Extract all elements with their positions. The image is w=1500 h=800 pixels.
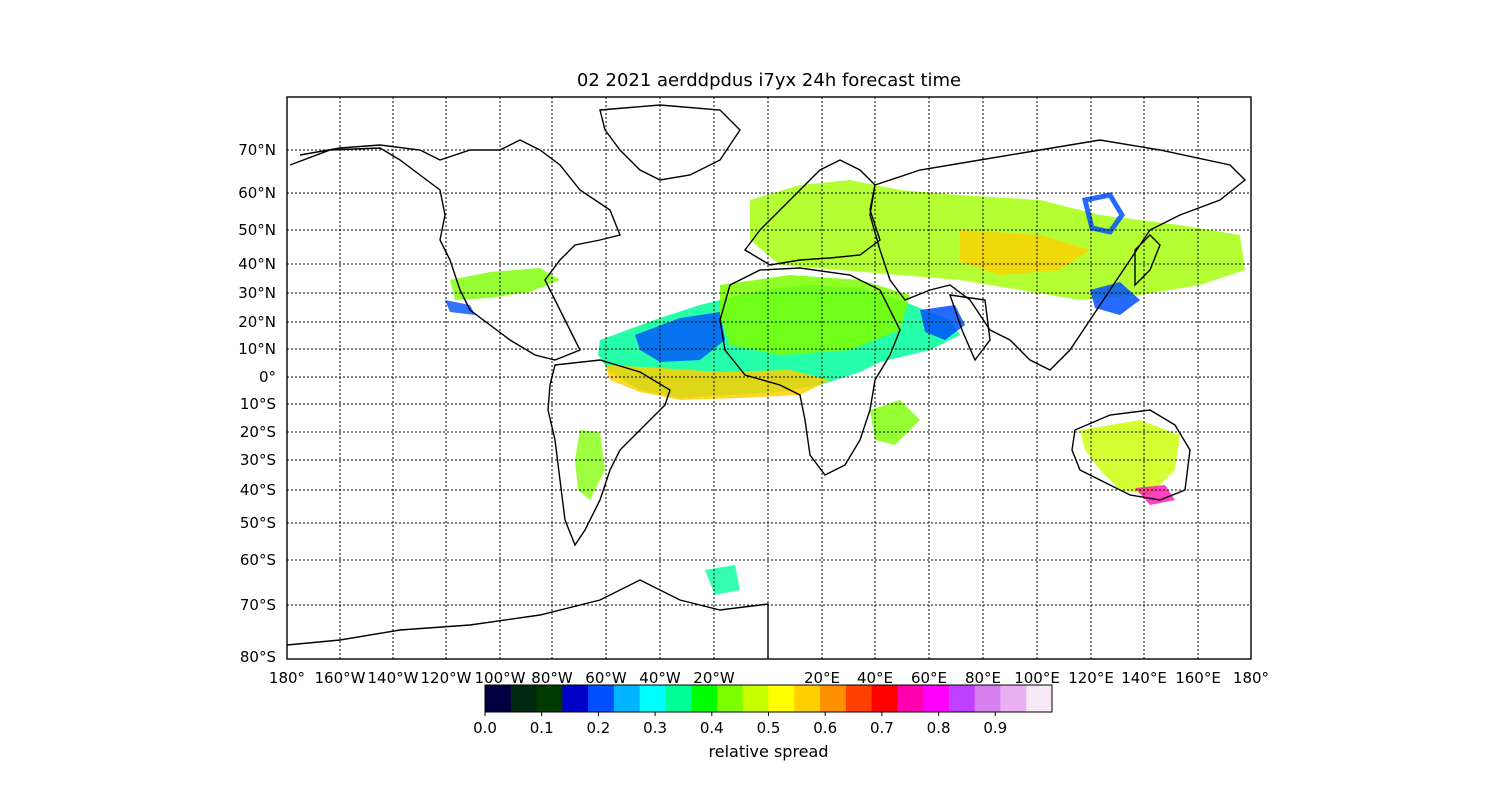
lat-tick-label: 20°N xyxy=(238,313,276,331)
latitude-labels: 70°N 60°N 50°N 40°N 30°N 20°N 10°N 0° 10°S 20°S 30… xyxy=(238,141,276,666)
africa-coast xyxy=(719,267,901,476)
south-america-coast xyxy=(547,359,671,547)
graticule xyxy=(287,97,1251,659)
lat-tick-label: 70°S xyxy=(240,596,276,614)
greenland-coast xyxy=(599,104,741,181)
colorbar-swatch xyxy=(768,685,795,712)
colorbar: 0.0 0.1 0.2 0.3 0.4 0.5 0.6 0.7 0.8 0.9 xyxy=(473,684,1053,737)
antarctica-coast xyxy=(287,579,769,659)
lat-tick-label: 60°N xyxy=(238,184,276,202)
colorbar-swatch xyxy=(562,685,589,712)
colorbar-label: relative spread xyxy=(708,742,829,761)
colorbar-swatch xyxy=(923,685,950,712)
longitude-labels: 180° 160°W 140°W 120°W 100°W 80°W 60°W 40°W 20°W… xyxy=(269,669,1269,687)
colorbar-tick-label: 0.0 xyxy=(473,719,497,737)
lat-tick-label: 20°S xyxy=(240,423,276,441)
colorbar-swatch xyxy=(510,685,538,712)
atlantic-blue-core xyxy=(635,312,725,362)
colorbar-swatch xyxy=(588,685,615,712)
colorbar-swatch xyxy=(974,685,1001,712)
lat-tick-label: 60°S xyxy=(240,551,276,569)
colorbar-tick-label: 0.4 xyxy=(700,719,724,737)
east-africa-patch xyxy=(870,400,920,445)
lon-tick-label: 20°W xyxy=(693,669,735,687)
antarctic-patch xyxy=(705,565,740,595)
map-frame xyxy=(286,96,1252,660)
lat-tick-label: 40°S xyxy=(240,481,276,499)
lon-tick-label: 160°E xyxy=(1175,669,1221,687)
lon-tick-label: 140°E xyxy=(1121,669,1167,687)
lon-tick-label: 40°W xyxy=(639,669,681,687)
japan-coast xyxy=(1134,234,1161,287)
equatorial-yellow xyxy=(605,365,830,400)
colorbar-swatch xyxy=(1000,685,1027,712)
lat-tick-label: 40°N xyxy=(238,255,276,273)
north-america-coast xyxy=(289,139,621,361)
coastlines xyxy=(287,104,1247,659)
lat-tick-label: 80°S xyxy=(240,648,276,666)
colorbar-tick-label: 0.1 xyxy=(530,719,554,737)
colorbar-tick-label: 0.5 xyxy=(757,719,781,737)
colorbar-swatch xyxy=(485,685,512,712)
lat-tick-label: 10°S xyxy=(240,395,276,413)
lon-tick-label: 180° xyxy=(1233,669,1269,687)
colorbar-swatch xyxy=(897,685,924,712)
colorbar-swatch xyxy=(665,685,692,712)
colorbar-tick-label: 0.9 xyxy=(983,719,1007,737)
lon-tick-label: 20°E xyxy=(804,669,840,687)
australia-coast xyxy=(1071,409,1191,501)
colorbar-tick-label: 0.6 xyxy=(813,719,837,737)
lat-tick-label: 50°S xyxy=(240,514,276,532)
colorbar-tick-label: 0.2 xyxy=(586,719,610,737)
australia-patch xyxy=(1080,420,1180,495)
lat-tick-label: 70°N xyxy=(238,141,276,159)
lon-tick-label: 80°W xyxy=(531,669,573,687)
colorbar-swatch xyxy=(691,685,718,712)
lon-tick-label: 40°E xyxy=(857,669,893,687)
colorbar-swatch xyxy=(820,685,847,712)
colorbar-tick-label: 0.7 xyxy=(870,719,894,737)
lon-tick-label: 140°W xyxy=(368,669,419,687)
lat-tick-label: 50°N xyxy=(238,221,276,239)
us-blue-patch xyxy=(445,300,475,315)
colorbar-swatch xyxy=(716,685,744,712)
lon-tick-label: 120°W xyxy=(421,669,472,687)
japan-blue-ring xyxy=(1081,192,1125,235)
colorbar-swatch xyxy=(794,685,821,712)
south-america-patch xyxy=(575,430,605,500)
colorbar-tick-label: 0.8 xyxy=(927,719,951,737)
lon-tick-label: 160°W xyxy=(315,669,366,687)
lon-tick-label: 60°W xyxy=(585,669,627,687)
lon-tick-label: 60°E xyxy=(911,669,947,687)
lon-tick-label: 100°W xyxy=(475,669,526,687)
colorbar-swatch xyxy=(536,685,563,712)
colorbar-swatch xyxy=(639,685,666,712)
plot-title: 02 2021 aerddpdus i7yx 24h forecast time xyxy=(576,70,962,91)
lon-tick-label: 180° xyxy=(269,669,305,687)
lon-tick-label: 120°E xyxy=(1068,669,1114,687)
arabian-sea-blue xyxy=(920,305,965,340)
lat-tick-label: 10°N xyxy=(238,340,276,358)
colorbar-swatch xyxy=(613,685,641,712)
lat-tick-label: 30°N xyxy=(238,284,276,302)
lat-tick-label: 30°S xyxy=(240,451,276,469)
asia-coast xyxy=(869,139,1247,371)
colorbar-swatch xyxy=(1026,685,1053,712)
lon-tick-label: 80°E xyxy=(965,669,1001,687)
colorbar-swatch xyxy=(948,685,976,712)
colorbar-swatch xyxy=(871,685,898,712)
us-patch xyxy=(450,268,560,300)
colorbar-swatch xyxy=(845,685,873,712)
lon-tick-label: 100°E xyxy=(1014,669,1060,687)
colorbar-swatch xyxy=(742,685,769,712)
east-asia-blue xyxy=(1090,282,1140,315)
lat-tick-label: 0° xyxy=(259,368,276,386)
colorbar-tick-label: 0.3 xyxy=(643,719,667,737)
